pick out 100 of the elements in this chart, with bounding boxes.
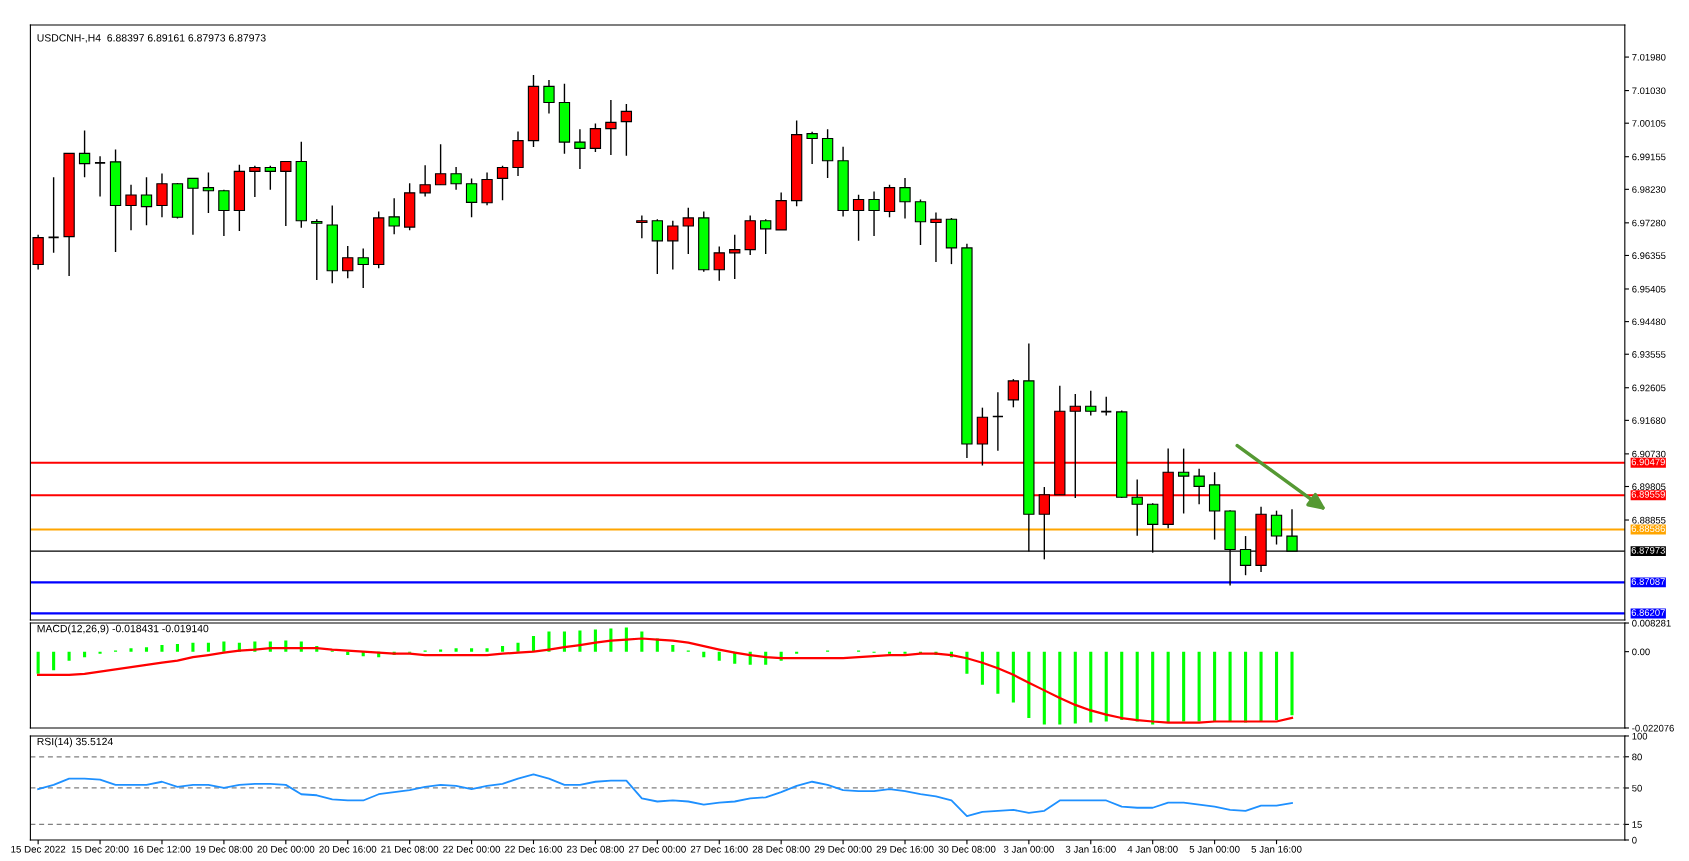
y-tick-label: 7.01030 bbox=[1632, 87, 1666, 95]
bar bbox=[717, 651, 721, 661]
y-tick-label: 0.008281 bbox=[1632, 619, 1671, 627]
candlestick bbox=[883, 184, 896, 218]
text: USDCNH-,H4 6.88397 6.89161 6.87973 6.87973 bbox=[37, 34, 266, 43]
candlestick bbox=[94, 155, 107, 198]
bar bbox=[1089, 651, 1093, 723]
bar bbox=[1151, 651, 1155, 725]
candlestick bbox=[450, 166, 462, 191]
candlestick bbox=[140, 176, 153, 227]
x-tick-label: 30 Dec 08:00 bbox=[938, 845, 996, 853]
candlestick bbox=[729, 234, 741, 280]
candlestick bbox=[713, 245, 725, 282]
ref-line-label: 6.87973 bbox=[1631, 546, 1665, 554]
line-series bbox=[37, 773, 1293, 817]
candlestick bbox=[249, 165, 261, 198]
candlestick bbox=[388, 197, 400, 235]
bar bbox=[1290, 651, 1294, 716]
candlestick bbox=[1193, 467, 1205, 506]
candlestick bbox=[1177, 447, 1190, 515]
y-tick-label: 100 bbox=[1632, 732, 1648, 740]
x-tick-label: 15 Dec 2022 bbox=[11, 845, 66, 853]
x-tick-label: 5 Jan 16:00 bbox=[1251, 845, 1302, 853]
candlestick bbox=[1085, 390, 1097, 417]
y-tick-label: 6.92605 bbox=[1632, 384, 1666, 392]
bar bbox=[191, 642, 195, 652]
x-tick-label: 20 Dec 16:00 bbox=[319, 845, 377, 853]
y-tick-label: 6.99155 bbox=[1632, 153, 1666, 161]
bar bbox=[67, 651, 71, 661]
bar bbox=[1073, 651, 1077, 724]
y-tick-label: 0 bbox=[1632, 836, 1637, 844]
y-tick-label: 15 bbox=[1632, 821, 1642, 828]
bar bbox=[1166, 651, 1170, 723]
chart-title: RSI(14) 35.5124 bbox=[37, 737, 113, 748]
bar bbox=[129, 648, 133, 652]
y-tick-label: 6.95405 bbox=[1632, 285, 1666, 293]
candlestick bbox=[218, 188, 230, 237]
candlestick bbox=[589, 122, 602, 153]
bar bbox=[206, 642, 210, 652]
bar bbox=[903, 651, 907, 654]
candlestick bbox=[543, 79, 555, 115]
y-tick-label: 6.88855 bbox=[1632, 516, 1666, 524]
bar bbox=[485, 648, 489, 652]
bar bbox=[1011, 651, 1015, 703]
candlestick bbox=[419, 164, 431, 198]
y-tick-label: 7.01980 bbox=[1632, 53, 1666, 61]
bar bbox=[887, 651, 892, 654]
candlestick bbox=[605, 99, 617, 156]
candlestick bbox=[1100, 396, 1113, 417]
bar bbox=[1058, 651, 1062, 725]
bar bbox=[500, 646, 505, 652]
x-tick-label: 20 Dec 00:00 bbox=[257, 845, 315, 853]
x-tick-label: 27 Dec 16:00 bbox=[690, 845, 748, 853]
candlestick bbox=[125, 184, 137, 231]
x-tick-label: 28 Dec 08:00 bbox=[752, 845, 810, 853]
x-tick-label: 27 Dec 00:00 bbox=[628, 845, 686, 853]
y-tick-label: 6.93555 bbox=[1632, 351, 1666, 358]
bar bbox=[1104, 651, 1108, 722]
candlestick bbox=[357, 247, 369, 289]
bar bbox=[531, 636, 536, 652]
bar bbox=[1274, 651, 1279, 721]
bar bbox=[1042, 651, 1046, 725]
y-tick-label: 6.96355 bbox=[1632, 252, 1666, 259]
candlestick bbox=[280, 160, 292, 227]
candlestick bbox=[47, 176, 60, 254]
candlestick bbox=[156, 172, 168, 218]
line-series bbox=[37, 637, 1294, 724]
bar bbox=[1120, 651, 1124, 721]
x-tick-label: 21 Dec 08:00 bbox=[381, 845, 439, 853]
candlestick bbox=[868, 190, 880, 237]
candlestick bbox=[481, 171, 493, 206]
y-tick-label: 50 bbox=[1632, 784, 1642, 792]
bar bbox=[1182, 651, 1186, 722]
ref-line-label: 6.86207 bbox=[1631, 609, 1665, 616]
bar bbox=[1244, 651, 1248, 723]
x-tick-label: 3 Jan 00:00 bbox=[1003, 845, 1054, 853]
x-tick-label: 19 Dec 08:00 bbox=[195, 845, 253, 853]
y-tick-label: 0.00 bbox=[1632, 648, 1650, 656]
x-tick-label: 22 Dec 16:00 bbox=[505, 845, 563, 853]
ref-line-label: 6.90479 bbox=[1631, 458, 1665, 466]
candlestick bbox=[760, 218, 772, 255]
candlestick bbox=[651, 218, 663, 275]
bar bbox=[175, 644, 180, 652]
bar bbox=[52, 651, 56, 671]
candlestick bbox=[806, 131, 818, 165]
bar bbox=[1213, 651, 1217, 722]
ref-line-label: 6.89559 bbox=[1631, 491, 1665, 498]
y-tick-label: 6.91680 bbox=[1632, 417, 1666, 424]
y-tick-label: 6.94480 bbox=[1632, 318, 1666, 326]
candlestick bbox=[914, 198, 927, 246]
candlestick bbox=[930, 211, 942, 263]
candlestick bbox=[620, 103, 633, 157]
bar bbox=[671, 645, 675, 652]
y-tick-label: 6.97280 bbox=[1632, 219, 1666, 227]
bar bbox=[1259, 651, 1263, 722]
candlestick bbox=[899, 177, 911, 220]
candlestick bbox=[682, 206, 694, 255]
bar bbox=[1197, 651, 1201, 722]
x-tick-label: 5 Jan 00:00 bbox=[1189, 845, 1240, 853]
bar bbox=[144, 647, 149, 652]
